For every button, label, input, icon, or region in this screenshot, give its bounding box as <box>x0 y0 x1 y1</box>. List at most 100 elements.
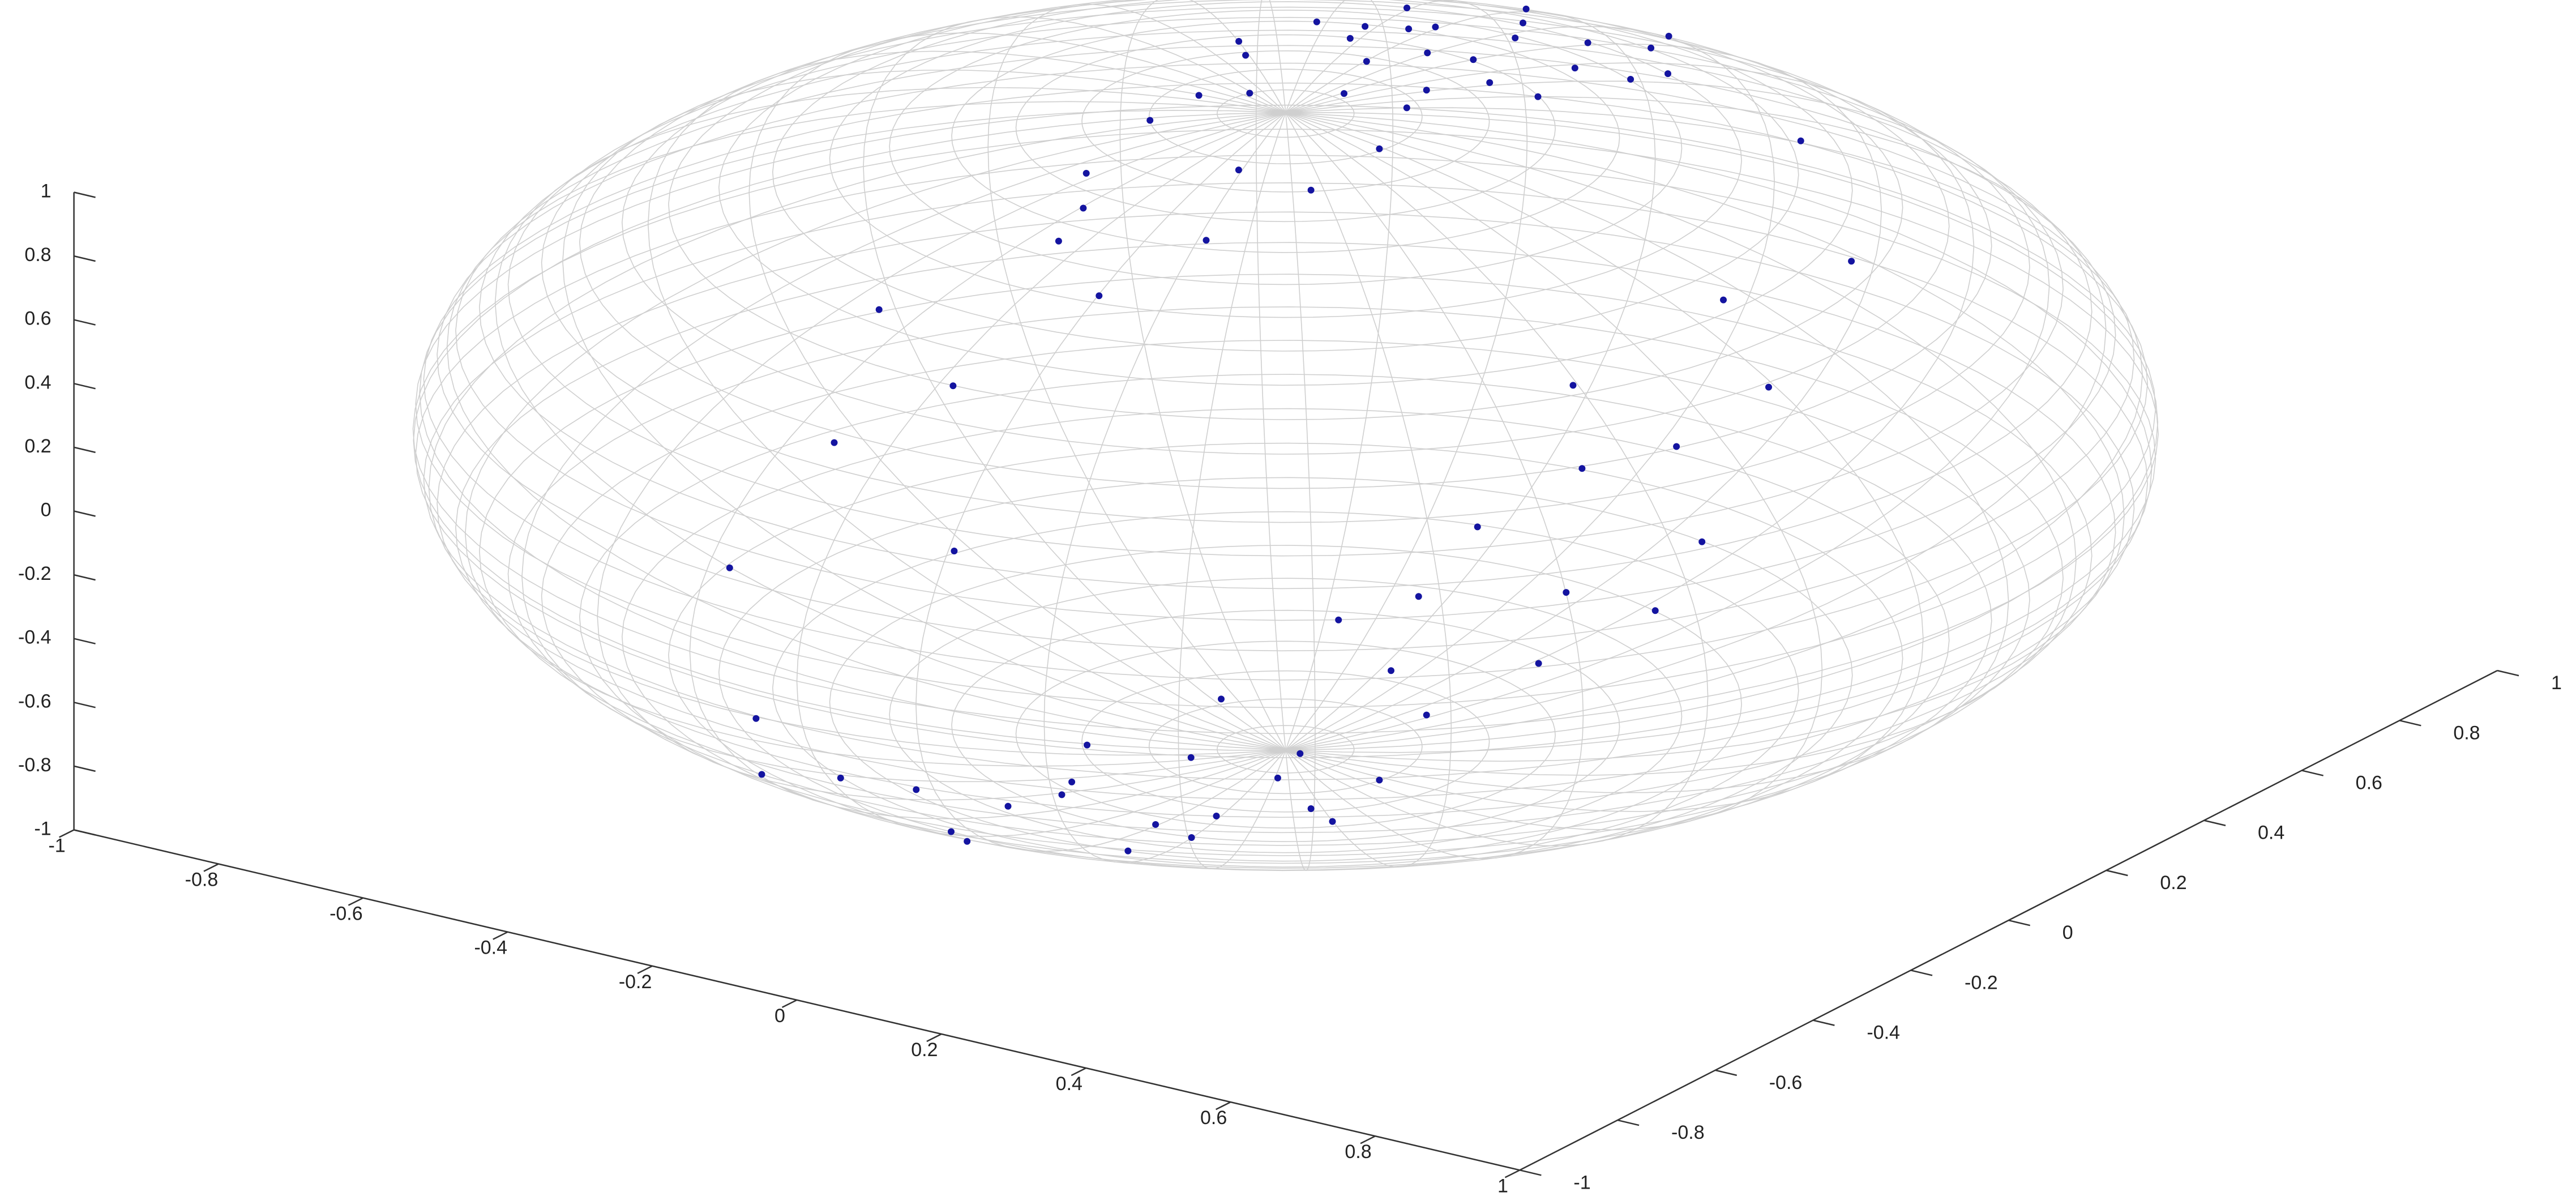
meridian <box>413 112 1286 751</box>
point <box>964 838 971 845</box>
y-tick <box>1715 1069 1738 1077</box>
point <box>1055 237 1062 245</box>
point <box>1405 25 1413 32</box>
parallel <box>1148 69 1423 165</box>
point <box>1520 19 1526 27</box>
z-tick-label: -0.2 <box>18 563 52 584</box>
y-tick <box>2203 819 2226 826</box>
y-tick-label: -0.2 <box>1965 972 1998 993</box>
parallel <box>889 10 1683 285</box>
parallel <box>579 0 1992 489</box>
point <box>1403 104 1410 112</box>
x-tick <box>781 999 798 1009</box>
point <box>1203 237 1210 244</box>
point <box>1470 56 1477 63</box>
point <box>1068 778 1076 785</box>
z-tick <box>74 446 96 454</box>
point <box>1341 90 1347 97</box>
point <box>1571 65 1578 72</box>
x-tick-label: 0 <box>774 1005 785 1027</box>
parallel <box>423 182 2149 780</box>
y-tick-label: -0.4 <box>1867 1022 1900 1044</box>
parallel <box>415 104 2156 708</box>
x-tick <box>637 965 653 974</box>
z-tick-label: 0.6 <box>24 308 51 330</box>
parallel <box>829 545 1742 862</box>
y-tick-label: -1 <box>1573 1172 1590 1193</box>
z-tick-label: -1 <box>34 818 51 839</box>
x-tick <box>1216 1101 1231 1110</box>
point <box>1296 750 1304 757</box>
x-tick <box>1360 1135 1376 1144</box>
point <box>1388 667 1394 674</box>
point <box>1363 58 1370 65</box>
z-tick <box>74 383 96 390</box>
point <box>1698 538 1706 545</box>
point <box>1242 52 1250 59</box>
parallel <box>772 0 1799 352</box>
point <box>1522 5 1530 12</box>
point <box>1648 44 1655 52</box>
point <box>1376 776 1383 784</box>
point <box>1651 607 1659 614</box>
parallel <box>1015 640 1556 829</box>
x-tick <box>348 897 363 906</box>
z-tick <box>74 319 96 326</box>
point <box>752 715 760 722</box>
y-tick-label: -0.6 <box>1769 1072 1803 1094</box>
parallel <box>668 442 1903 872</box>
point <box>1346 35 1354 42</box>
parallel <box>1217 89 1355 138</box>
point <box>949 382 957 390</box>
point <box>837 774 844 781</box>
point <box>1415 593 1422 600</box>
z-tick <box>74 255 96 262</box>
point <box>1627 76 1634 83</box>
parallel <box>478 29 2093 590</box>
parallel <box>1217 725 1355 774</box>
parallel <box>412 129 2159 734</box>
parallel <box>423 82 2149 681</box>
x-tick <box>493 931 508 940</box>
point <box>1474 523 1481 531</box>
parallel <box>1081 50 1490 193</box>
y-tick-label: 1 <box>2551 672 2562 694</box>
z-tick-label: -0.6 <box>18 690 52 712</box>
point <box>1848 258 1855 265</box>
y-tick <box>1813 1019 1835 1026</box>
x-tick-label: -0.2 <box>619 971 652 993</box>
parallel <box>951 609 1620 843</box>
y-tick-label: 0.2 <box>2160 872 2186 894</box>
point <box>1235 38 1243 45</box>
point <box>1423 87 1430 94</box>
parallel <box>621 408 1950 869</box>
parallel <box>507 306 2064 846</box>
z-tick-label: 1 <box>41 180 52 202</box>
point <box>1720 296 1727 304</box>
point <box>1124 847 1132 855</box>
x-tick-label: -0.8 <box>185 869 219 891</box>
point <box>1152 821 1159 828</box>
point <box>1665 32 1672 40</box>
point <box>1432 23 1439 31</box>
x-tick <box>1504 1169 1520 1178</box>
point <box>1335 616 1342 623</box>
x-tick-label: 0.6 <box>1200 1107 1227 1129</box>
z-tick <box>74 574 96 581</box>
parallel <box>541 340 2030 856</box>
y-tick-label: 0.6 <box>2356 772 2382 794</box>
point <box>913 786 920 793</box>
point <box>1486 79 1494 86</box>
point <box>831 439 838 446</box>
points <box>726 5 1855 855</box>
z-tick <box>74 765 96 772</box>
x-tick-label: 0.8 <box>1345 1141 1371 1163</box>
z-tick-label: 0 <box>41 499 52 520</box>
y-tick <box>1617 1119 1640 1126</box>
x-tick-label: -1 <box>48 835 65 856</box>
point <box>1307 805 1315 812</box>
y-tick-label: 0 <box>2062 922 2073 943</box>
point <box>1578 465 1586 472</box>
parallel <box>718 0 1853 386</box>
